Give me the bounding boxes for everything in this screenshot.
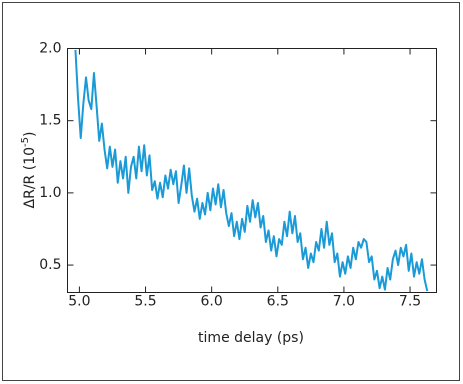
y-label-suffix: ) [22, 132, 38, 137]
x-tick-label: 5.0 [68, 294, 90, 310]
x-axis-label: time delay (ps) [198, 330, 304, 346]
x-tick-label: 6.5 [267, 294, 289, 310]
y-tick-label: 2.0 [39, 41, 61, 57]
x-tick-label: 6.0 [201, 294, 223, 310]
x-tick-label: 7.5 [399, 294, 421, 310]
x-tick-label: 7.0 [333, 294, 355, 310]
y-label-superscript: -5 [20, 137, 31, 147]
data-line [74, 49, 429, 292]
y-axis-label: ΔR/R (10-5) [20, 132, 38, 209]
plot-area [67, 48, 437, 293]
y-tick-label: 1.5 [39, 113, 61, 129]
frame [2, 2, 460, 381]
y-label-text: ΔR/R (10 [22, 147, 38, 208]
y-tick-label: 0.5 [39, 257, 61, 273]
y-tick-label: 1.0 [39, 185, 61, 201]
x-tick-label: 5.5 [134, 294, 156, 310]
